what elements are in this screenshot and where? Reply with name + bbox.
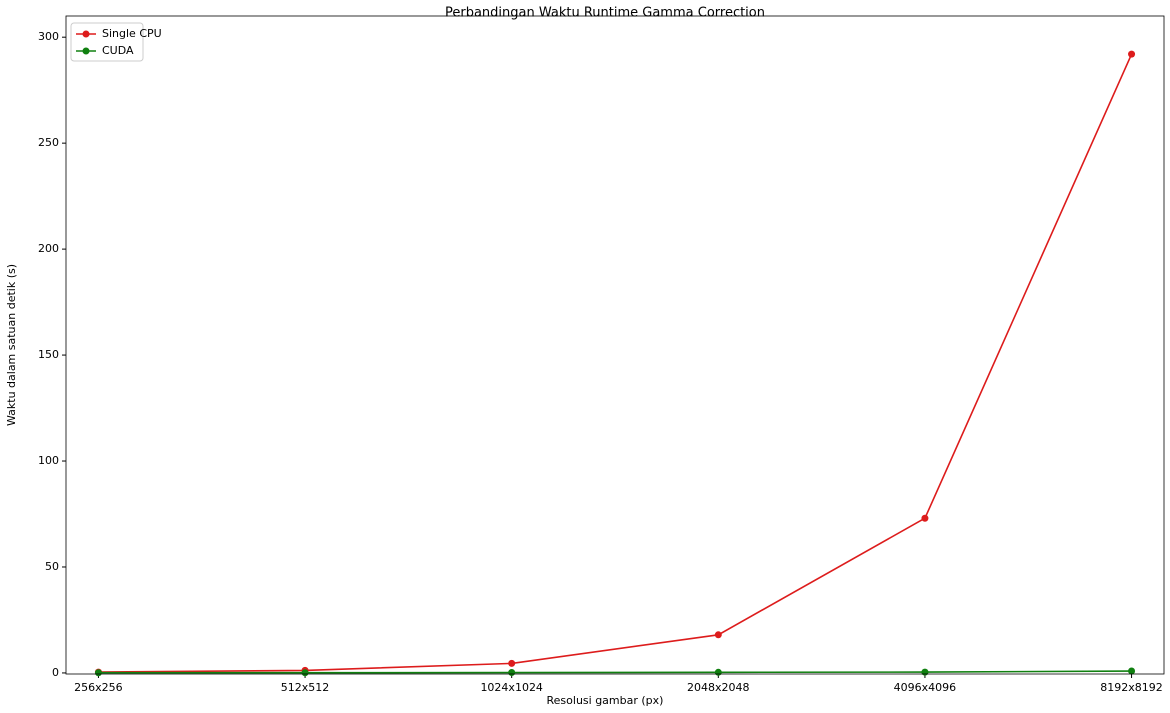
legend-marker bbox=[82, 47, 90, 55]
y-tick-label: 300 bbox=[38, 30, 59, 43]
legend-label: Single CPU bbox=[102, 27, 162, 40]
x-tick-label: 1024x1024 bbox=[480, 681, 543, 694]
y-axis-label: Waktu dalam satuan detik (s) bbox=[5, 264, 18, 426]
series-line bbox=[98, 53, 1133, 673]
y-tick-label: 0 bbox=[52, 666, 59, 679]
y-tick-label: 50 bbox=[45, 560, 59, 573]
data-point bbox=[94, 669, 102, 677]
x-tick-label: 4096x4096 bbox=[894, 681, 957, 694]
y-tick-label: 100 bbox=[38, 454, 59, 467]
data-point bbox=[921, 514, 929, 522]
legend-marker bbox=[82, 30, 90, 38]
data-point bbox=[714, 631, 722, 639]
chart-title: Perbandingan Waktu Runtime Gamma Correct… bbox=[445, 6, 765, 21]
x-tick-label: 512x512 bbox=[281, 681, 330, 694]
series-line bbox=[98, 670, 1132, 674]
data-point bbox=[508, 659, 516, 667]
x-axis-label: Resolusi gambar (px) bbox=[547, 694, 664, 707]
y-tick-label: 250 bbox=[38, 136, 59, 149]
x-tick-label: 2048x2048 bbox=[687, 681, 750, 694]
data-point bbox=[1128, 667, 1136, 675]
data-point bbox=[508, 669, 516, 677]
y-tick-label: 200 bbox=[38, 242, 59, 255]
x-tick-label: 256x256 bbox=[74, 681, 123, 694]
data-point bbox=[1128, 50, 1136, 58]
y-tick-label: 150 bbox=[38, 348, 59, 361]
data-point bbox=[301, 669, 309, 677]
data-point bbox=[921, 668, 929, 676]
x-tick-label: 8192x8192 bbox=[1100, 681, 1163, 694]
plot-frame bbox=[65, 15, 1165, 675]
legend-label: CUDA bbox=[102, 44, 134, 57]
data-point bbox=[714, 668, 722, 676]
